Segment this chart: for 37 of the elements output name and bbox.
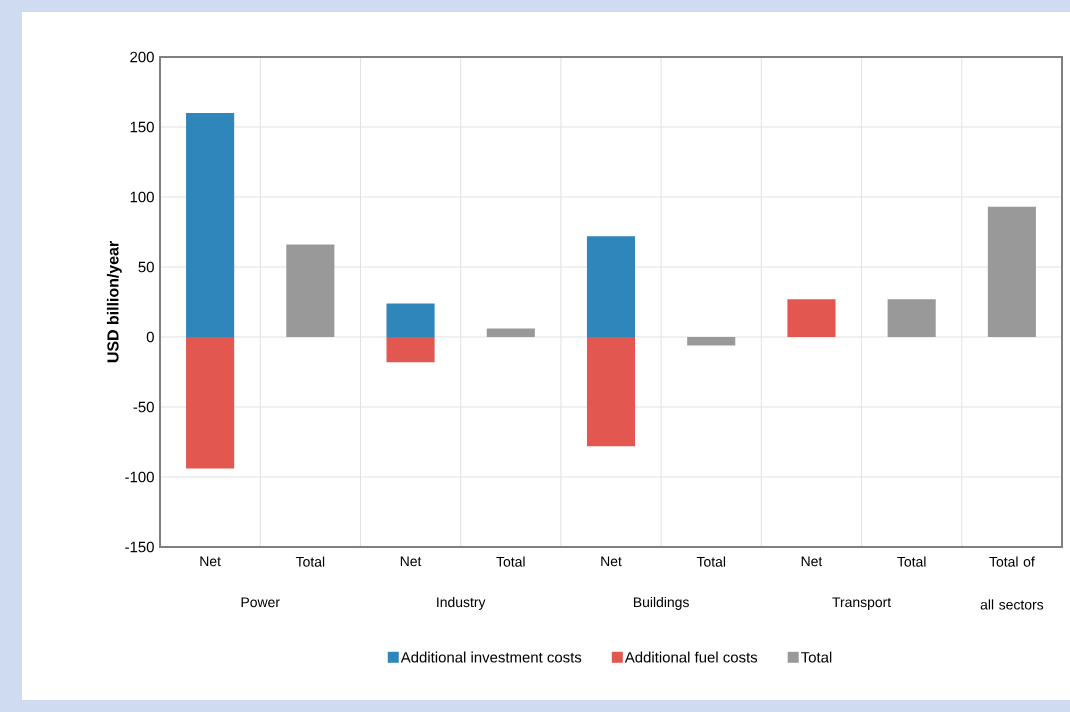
bar <box>486 328 535 337</box>
x-tick-label: Net <box>400 556 422 567</box>
bar <box>987 206 1036 337</box>
bar <box>687 336 736 346</box>
y-tick-label: -100 <box>125 471 154 483</box>
y-tick-label: -50 <box>133 401 154 413</box>
x-tick-label: Net <box>801 556 823 567</box>
y-tick-label: 100 <box>130 191 154 203</box>
bar <box>887 299 936 337</box>
bar <box>586 236 636 337</box>
bar <box>286 244 335 337</box>
x-tick-label: Total <box>696 556 726 567</box>
legend-label: Total <box>801 651 832 663</box>
text: Buildings <box>633 596 689 610</box>
text: Industry <box>437 596 486 610</box>
bar <box>386 303 435 337</box>
x-tick-label: Total <box>897 556 926 567</box>
text: Power <box>241 597 280 608</box>
bar <box>186 112 235 337</box>
x-tick-label: Net <box>200 556 221 567</box>
text: Transport <box>832 597 892 610</box>
y-tick-label: 50 <box>138 261 154 273</box>
y-tick-label: 200 <box>130 51 154 63</box>
bar <box>386 336 435 363</box>
x-tick-label: Total <box>295 556 325 567</box>
y-tick-label: 150 <box>130 121 154 133</box>
y-axis-title: USD billion/year <box>106 241 122 363</box>
legend-label: Additional investment costs <box>400 651 582 663</box>
bar <box>787 299 836 337</box>
y-tick-label: -150 <box>125 541 154 553</box>
x-tick-label: Total <box>496 556 525 567</box>
y-tick-label: 0 <box>146 331 154 343</box>
bar <box>186 336 235 469</box>
x-tick-label: Net <box>601 556 622 567</box>
bar <box>586 336 636 447</box>
category-label: Total of all sectors <box>980 556 1044 610</box>
legend-label: Additional fuel costs <box>624 651 758 663</box>
